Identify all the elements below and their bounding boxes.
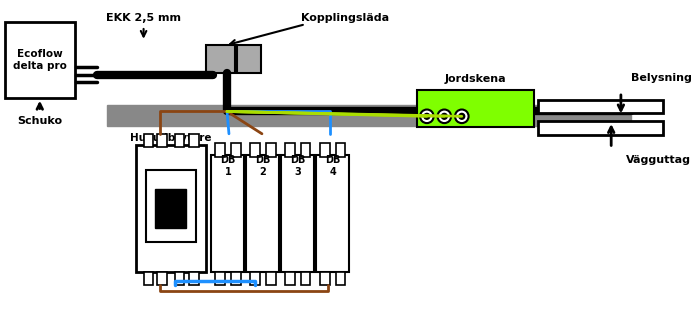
Bar <box>158 134 167 147</box>
Bar <box>5 22 75 98</box>
Bar <box>538 121 663 135</box>
Text: Jordskena: Jordskena <box>444 74 506 84</box>
Bar <box>336 143 345 157</box>
Bar <box>144 134 153 147</box>
Bar <box>174 134 184 147</box>
Bar <box>231 143 241 157</box>
Bar <box>301 143 310 157</box>
Bar <box>206 45 234 73</box>
Bar <box>538 100 663 114</box>
Bar <box>251 143 260 157</box>
Bar <box>174 272 184 285</box>
Bar <box>237 45 261 73</box>
Text: Schuko: Schuko <box>18 116 62 126</box>
Circle shape <box>424 114 430 119</box>
Text: EKK 2,5 mm: EKK 2,5 mm <box>106 12 181 23</box>
Circle shape <box>442 114 447 119</box>
Text: Kopplingsläda: Kopplingsläda <box>301 12 389 23</box>
Text: DB
1: DB 1 <box>220 155 236 177</box>
Text: Huvudbrytare: Huvudbrytare <box>130 133 211 142</box>
Bar <box>158 272 167 285</box>
Bar <box>189 272 199 285</box>
Bar <box>266 143 276 157</box>
Bar <box>231 272 241 285</box>
Bar <box>246 155 279 272</box>
Circle shape <box>420 109 434 123</box>
Bar <box>146 170 196 242</box>
Bar <box>336 272 345 285</box>
Text: Vägguttag: Vägguttag <box>626 155 691 165</box>
Bar <box>136 145 206 272</box>
Bar <box>285 143 295 157</box>
Bar <box>320 143 330 157</box>
Text: Ecoflow
delta pro: Ecoflow delta pro <box>13 49 66 71</box>
Bar <box>144 272 153 285</box>
Circle shape <box>455 109 468 123</box>
Bar <box>316 155 349 272</box>
Circle shape <box>438 109 451 123</box>
Bar <box>285 272 295 285</box>
Bar <box>211 155 244 272</box>
Bar <box>216 143 225 157</box>
Bar <box>189 134 199 147</box>
Bar <box>216 272 225 285</box>
Bar <box>155 189 186 228</box>
Bar <box>106 105 631 126</box>
Text: DB
3: DB 3 <box>290 155 305 177</box>
Bar <box>320 272 330 285</box>
Bar <box>417 90 533 127</box>
Bar <box>281 155 314 272</box>
Text: Belysning: Belysning <box>631 73 692 82</box>
Text: DB
2: DB 2 <box>256 155 271 177</box>
Bar <box>301 272 310 285</box>
Text: DB
4: DB 4 <box>325 155 340 177</box>
Circle shape <box>459 114 465 119</box>
Bar <box>251 272 260 285</box>
Bar <box>266 272 276 285</box>
